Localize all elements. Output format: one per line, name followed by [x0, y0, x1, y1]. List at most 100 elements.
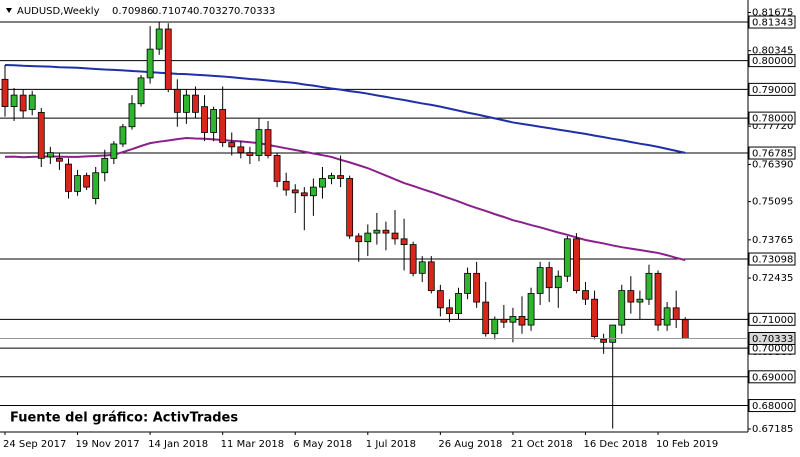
- symbol-title: AUDUSD,Weekly: [17, 6, 100, 17]
- candle-body: [400, 238, 408, 245]
- candle-body: [56, 157, 63, 162]
- candle-body: [563, 238, 571, 277]
- candle-body: [282, 180, 290, 191]
- candle-body: [518, 316, 526, 326]
- current-price-label: 0.70333: [752, 334, 793, 345]
- candle-body: [382, 229, 390, 234]
- candle-body: [609, 324, 617, 343]
- source-box: [6, 408, 242, 428]
- level-box: [748, 146, 796, 160]
- candle-body: [473, 272, 481, 303]
- candle-body: [110, 143, 118, 159]
- candle-body: [10, 94, 18, 108]
- candle-body: [201, 106, 208, 133]
- candle-body: [182, 94, 190, 113]
- candle-body: [337, 175, 344, 179]
- candle-body: [328, 175, 335, 179]
- level-label: 0.70000: [752, 344, 793, 355]
- level-label: 0.79000: [752, 85, 793, 96]
- candle-body: [19, 94, 27, 112]
- candle-body: [246, 152, 254, 156]
- candle-body: [672, 307, 680, 320]
- candle-body: [436, 290, 444, 309]
- candle-body: [636, 298, 644, 303]
- candle-body: [554, 275, 562, 289]
- candle-body: [219, 109, 227, 143]
- candle-body: [391, 232, 399, 240]
- candle-body: [309, 186, 317, 197]
- candle-body: [500, 318, 508, 323]
- candle-body: [663, 307, 671, 326]
- y-tick-label: 0.75095: [752, 197, 793, 208]
- candle-body: [545, 267, 553, 289]
- candle-body: [210, 109, 218, 133]
- level-label: 0.68000: [752, 401, 793, 412]
- x-tick-label: 11 Mar 2018: [221, 439, 284, 450]
- level-box: [748, 312, 796, 326]
- candle-body: [273, 155, 281, 182]
- candle-body: [582, 290, 589, 300]
- x-tick-label: 19 Nov 2017: [76, 439, 140, 450]
- level-box: [748, 111, 796, 125]
- candle-body: [364, 232, 372, 243]
- candle-body: [319, 178, 326, 188]
- candle-body: [119, 126, 127, 145]
- candle-body: [173, 88, 181, 113]
- candle-body: [155, 28, 163, 50]
- level-box: [748, 54, 796, 68]
- x-tick-label: 26 Aug 2018: [438, 439, 502, 450]
- y-tick-label: 0.73765: [752, 235, 793, 246]
- candle-body: [192, 94, 199, 113]
- candle-body: [83, 175, 91, 188]
- x-tick-label: 10 Feb 2019: [656, 439, 718, 450]
- level-box: [748, 15, 796, 29]
- candle-body: [164, 28, 172, 90]
- current-price-box: [748, 331, 796, 345]
- candle-body: [92, 172, 100, 199]
- source-label: Fuente del gráfico: ActivTrades: [10, 411, 238, 426]
- menu-arrow: [6, 8, 12, 13]
- x-tick-label: 14 Jan 2018: [148, 439, 208, 450]
- candle-body: [264, 129, 272, 156]
- ohlc-low: 0.70327: [193, 6, 234, 17]
- candle-body: [300, 192, 308, 197]
- moving-average-line: [4, 136, 686, 262]
- level-box: [748, 399, 796, 413]
- candle-body: [346, 178, 354, 237]
- candle-body: [654, 272, 662, 326]
- candle-body: [464, 272, 471, 294]
- candle-body: [591, 298, 598, 337]
- level-label: 0.73098: [752, 255, 793, 266]
- ohlc-high: 0.71074: [152, 6, 193, 17]
- candle-body: [146, 48, 154, 79]
- candle-body: [600, 339, 608, 343]
- candle-body: [627, 290, 635, 303]
- candle-body: [101, 157, 109, 174]
- candle-body: [37, 111, 45, 159]
- y-tick-label: 0.81675: [752, 7, 793, 18]
- y-tick-label: 0.77720: [752, 121, 793, 132]
- candle-body: [237, 146, 245, 154]
- candle-body: [1, 78, 9, 108]
- ohlc-close: 0.70333: [234, 6, 275, 17]
- candle-body: [509, 316, 517, 323]
- candle-body: [128, 103, 136, 128]
- level-label: 0.76785: [752, 149, 793, 160]
- level-label: 0.71000: [752, 315, 793, 326]
- candle-body: [46, 152, 54, 158]
- candle-body: [527, 293, 535, 326]
- candle-body: [446, 307, 453, 314]
- level-label: 0.69000: [752, 372, 793, 383]
- candle-body: [455, 293, 462, 314]
- x-tick-label: 6 May 2018: [293, 439, 352, 450]
- candle-body: [137, 77, 145, 105]
- x-tick-label: 24 Sep 2017: [3, 439, 66, 450]
- level-box: [748, 82, 796, 96]
- candle-body: [482, 301, 490, 335]
- y-tick-label: 0.80345: [752, 46, 793, 57]
- y-tick-label: 0.67185: [752, 424, 793, 435]
- level-box: [748, 252, 796, 266]
- candle-body: [255, 129, 263, 156]
